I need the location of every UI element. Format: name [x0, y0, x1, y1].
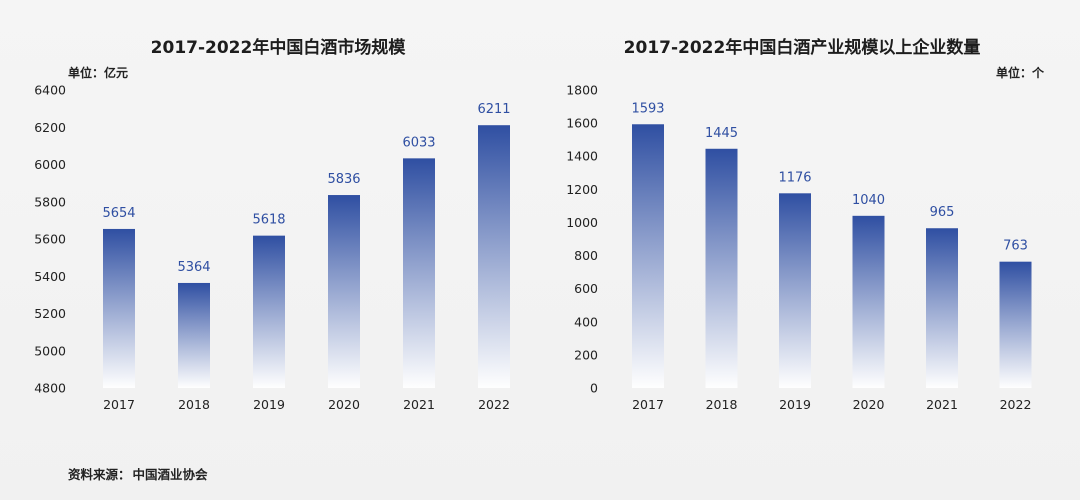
- unit-label-enterprise-count: 单位：个: [996, 66, 1045, 80]
- bar: [103, 228, 135, 388]
- bar: [328, 195, 360, 388]
- bar: [478, 125, 510, 389]
- x-tick-label: 2020: [328, 397, 360, 412]
- y-tick-label: 200: [574, 347, 598, 362]
- bar-value-label: 1593: [631, 101, 664, 116]
- y-tick-label: 6200: [34, 120, 66, 135]
- x-tick-label: 2019: [779, 397, 811, 412]
- y-tick-label: 400: [574, 314, 598, 329]
- bar: [178, 282, 210, 388]
- x-tick-label: 2018: [706, 397, 738, 412]
- bar-value-label: 965: [930, 205, 955, 220]
- y-tick-label: 1600: [566, 116, 598, 131]
- y-tick-label: 600: [574, 281, 598, 296]
- y-tick-label: 6400: [34, 83, 66, 98]
- bar-value-label: 1176: [778, 170, 811, 185]
- chart-title-enterprise-count: 2017-2022年中国白酒产业规模以上企业数量: [623, 38, 981, 58]
- enterprise-count-chart: 0 200 400 600 800 1000 1200 1400 1600 1800 1593 201…: [566, 83, 1032, 412]
- bar: [632, 124, 664, 389]
- y-tick-label: 5600: [34, 232, 66, 247]
- source-note: 资料来源： 中国酒业协会: [68, 464, 208, 483]
- bar: [705, 148, 738, 388]
- bar: [926, 228, 958, 388]
- bar-value-label: 6211: [477, 102, 510, 117]
- bar-value-label: 5836: [327, 172, 360, 187]
- source-label: 资料来源：: [68, 467, 131, 482]
- bar-value-label: 5364: [177, 260, 210, 275]
- bar: [999, 261, 1032, 388]
- y-tick-label: 5200: [34, 306, 66, 321]
- unit-label-market-size: 单位：亿元: [68, 66, 129, 80]
- x-tick-label: 2021: [403, 397, 435, 412]
- x-tick-label: 2022: [1000, 397, 1032, 412]
- bar-value-label: 1445: [705, 126, 738, 141]
- bar-value-label: 5654: [102, 206, 135, 221]
- source-value: 中国酒业协会: [132, 467, 208, 482]
- y-tick-label: 0: [590, 381, 598, 396]
- bar-value-label: 6033: [402, 135, 435, 150]
- y-tick-label: 5000: [34, 343, 66, 358]
- bar-value-label: 1040: [852, 193, 885, 208]
- chart-title-market-size: 2017-2022年中国白酒市场规模: [150, 38, 406, 58]
- x-tick-label: 2022: [478, 397, 510, 412]
- y-tick-label: 800: [574, 248, 598, 263]
- y-tick-label: 1800: [566, 83, 598, 98]
- bar: [779, 193, 811, 388]
- bar-value-label: 763: [1003, 239, 1028, 254]
- market-size-chart: 4800 5000 5200 5400 5600 5800 6000 6200 6400 5654…: [34, 83, 510, 413]
- y-tick-label: 1000: [566, 215, 598, 230]
- y-tick-label: 6000: [34, 157, 66, 172]
- x-tick-label: 2021: [926, 397, 958, 412]
- x-tick-label: 2018: [178, 397, 210, 412]
- y-tick-label: 4800: [34, 381, 66, 396]
- bar: [403, 158, 435, 388]
- bar: [253, 235, 285, 388]
- x-tick-label: 2017: [103, 397, 135, 412]
- y-tick-label: 5400: [34, 269, 66, 284]
- bar-value-label: 5618: [252, 213, 285, 228]
- bar: [852, 215, 885, 388]
- y-tick-label: 5800: [34, 194, 66, 209]
- x-tick-label: 2017: [632, 397, 664, 412]
- y-tick-label: 1400: [566, 149, 598, 164]
- y-tick-label: 1200: [566, 182, 598, 197]
- x-tick-label: 2020: [853, 397, 885, 412]
- x-tick-label: 2019: [253, 397, 285, 412]
